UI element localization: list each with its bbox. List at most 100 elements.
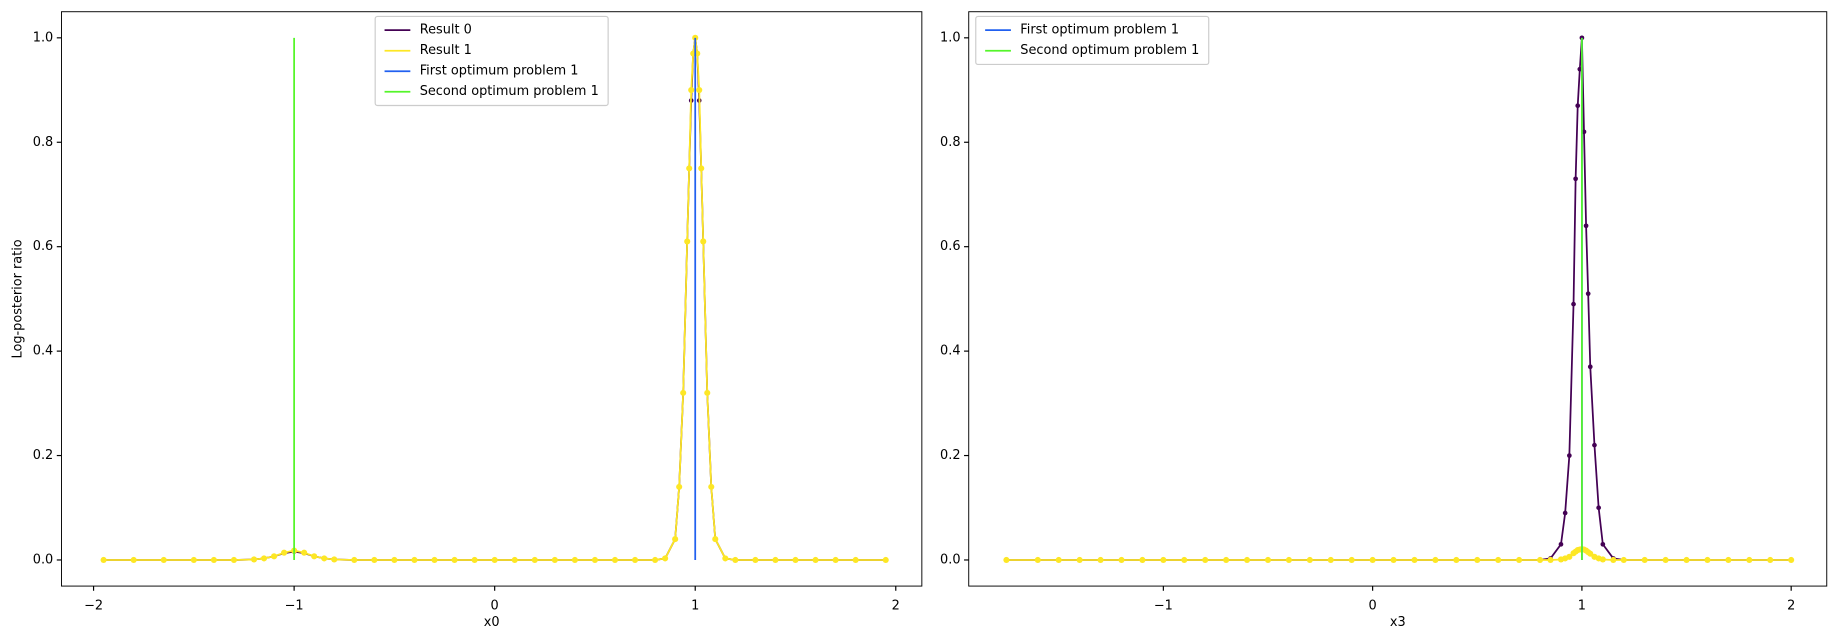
data-point [1581, 129, 1587, 135]
data-point [301, 549, 308, 556]
data-point [190, 556, 197, 564]
legend-frame [374, 15, 609, 107]
data-point [812, 556, 819, 564]
y-tick-label: 1.0 [33, 30, 53, 45]
data-point [230, 556, 237, 564]
data-point [210, 556, 217, 564]
data-point [551, 556, 558, 564]
data-point [1573, 176, 1578, 182]
data-point [511, 556, 518, 564]
data-point [1264, 556, 1272, 564]
data-point [591, 556, 598, 564]
data-point [391, 556, 398, 564]
x-axis-label: x0 [484, 615, 500, 630]
data-point [696, 86, 703, 94]
data-point [1076, 556, 1083, 564]
data-point [531, 556, 538, 564]
subplot: −1 0 1 2 0.0 0.2 0.4 0.6 0.8 1.0 x3 First optimum p… [940, 11, 1828, 630]
data-point [1547, 556, 1554, 564]
data-point [1181, 556, 1188, 564]
data-point [1596, 505, 1601, 511]
x-tick-label: −2 [84, 599, 103, 614]
data-point [1662, 556, 1669, 564]
data-point [1571, 301, 1576, 307]
data-point [1587, 550, 1594, 557]
data-point [684, 238, 691, 245]
data-point [411, 556, 418, 564]
data-point [732, 556, 739, 564]
data-point [1453, 556, 1460, 564]
data-point [708, 483, 715, 490]
data-point [1610, 556, 1617, 564]
y-tick-label: 0.0 [33, 552, 53, 567]
data-point [700, 238, 707, 245]
data-point [1587, 364, 1593, 370]
data-point [672, 536, 679, 543]
data-point [1474, 556, 1481, 564]
data-point [471, 556, 478, 564]
data-point [772, 556, 779, 564]
series-line [1006, 548, 1792, 561]
legend: First optimum problem 1 Second optimum pr… [975, 15, 1210, 66]
data-point [1600, 541, 1606, 547]
data-point [271, 553, 278, 560]
data-point [882, 556, 889, 564]
data-point [1575, 103, 1581, 109]
data-point [1788, 556, 1795, 564]
data-point [1567, 453, 1572, 458]
data-point [632, 556, 639, 564]
data-point [792, 556, 799, 564]
data-point [451, 556, 458, 564]
data-point [1620, 556, 1627, 564]
data-point [311, 553, 318, 560]
x-tick-label: 1 [1578, 599, 1586, 614]
y-tick-label: 0.0 [940, 552, 960, 567]
data-point [351, 556, 358, 564]
data-point [1306, 556, 1313, 564]
y-tick-label: 0.4 [33, 344, 53, 359]
data-point [680, 389, 687, 396]
axes-frame [61, 11, 923, 587]
data-point [752, 556, 759, 564]
data-point [281, 549, 288, 556]
y-tick-label: 1.0 [940, 30, 960, 45]
data-point [1390, 556, 1397, 564]
legend-label: Second optimum problem 1 [1020, 43, 1199, 58]
data-point [662, 555, 669, 562]
x-tick-label: 1 [691, 599, 699, 614]
y-tick-label: 0.8 [33, 135, 53, 150]
data-point [1495, 556, 1502, 564]
data-point [1055, 556, 1062, 564]
data-point [676, 483, 683, 490]
data-point [321, 555, 328, 562]
data-point [704, 389, 711, 396]
data-point [1537, 556, 1544, 564]
y-axis-label: Log-posterior ratio [11, 239, 26, 358]
y-tick-label: 0.4 [940, 344, 960, 359]
data-point [1244, 556, 1251, 564]
data-point [1577, 66, 1583, 72]
data-point [698, 165, 705, 172]
data-point [1285, 556, 1292, 564]
data-point [1160, 556, 1167, 564]
x-axis-label: x3 [1390, 615, 1406, 630]
data-point [1767, 556, 1774, 564]
data-point [130, 556, 137, 564]
data-point [431, 556, 438, 564]
data-point [371, 556, 378, 564]
legend-label: Second optimum problem 1 [420, 84, 599, 99]
data-point [100, 556, 107, 564]
y-tick-label: 0.8 [940, 135, 960, 150]
data-point [652, 556, 659, 564]
data-point [852, 556, 859, 564]
data-point [1034, 556, 1041, 564]
data-point [1097, 556, 1104, 564]
x-tick-label: −1 [285, 599, 304, 614]
data-point [571, 556, 578, 564]
legend-label: Result 0 [420, 23, 472, 38]
data-point [1348, 556, 1355, 564]
legend: Result 0 Result 1 First optimum problem 1 S… [374, 15, 609, 107]
data-point [712, 536, 719, 543]
